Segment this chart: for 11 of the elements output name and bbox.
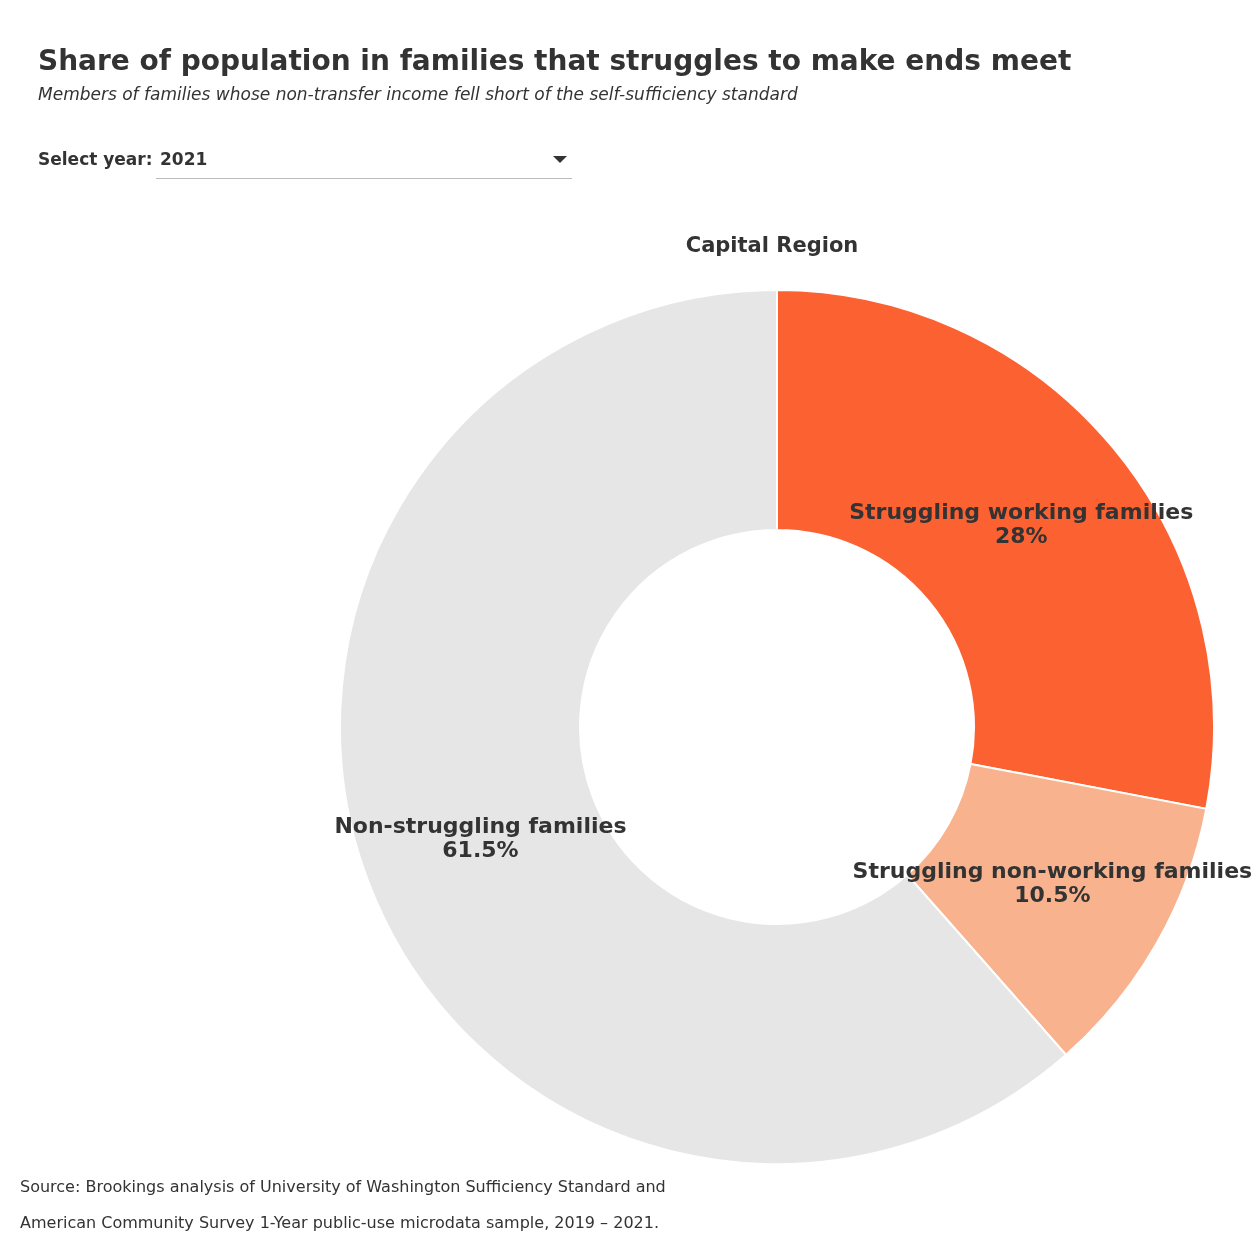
chart-title: Share of population in families that struggles to make ends meet [38,44,1072,77]
data-label: 28% [994,522,1048,548]
data-label: 10.5% [1014,882,1091,908]
chart-subtitle: Members of families whose non-transfer income fell short of the self-sufficiency standard [38,84,798,104]
text: Capital Region [684,233,860,257]
text: American Community Survey 1-Year public-use microdata sample, 2019 – 2021. [20,1213,659,1232]
data-label: 61.5% [442,837,519,863]
text: Select year: [38,149,153,169]
slice-label: Non-struggling families [334,813,627,839]
source-note: Source: Brookings analysis of University of Washington Sufficiency Standard and [20,1177,666,1196]
text: 2021 [160,149,208,169]
